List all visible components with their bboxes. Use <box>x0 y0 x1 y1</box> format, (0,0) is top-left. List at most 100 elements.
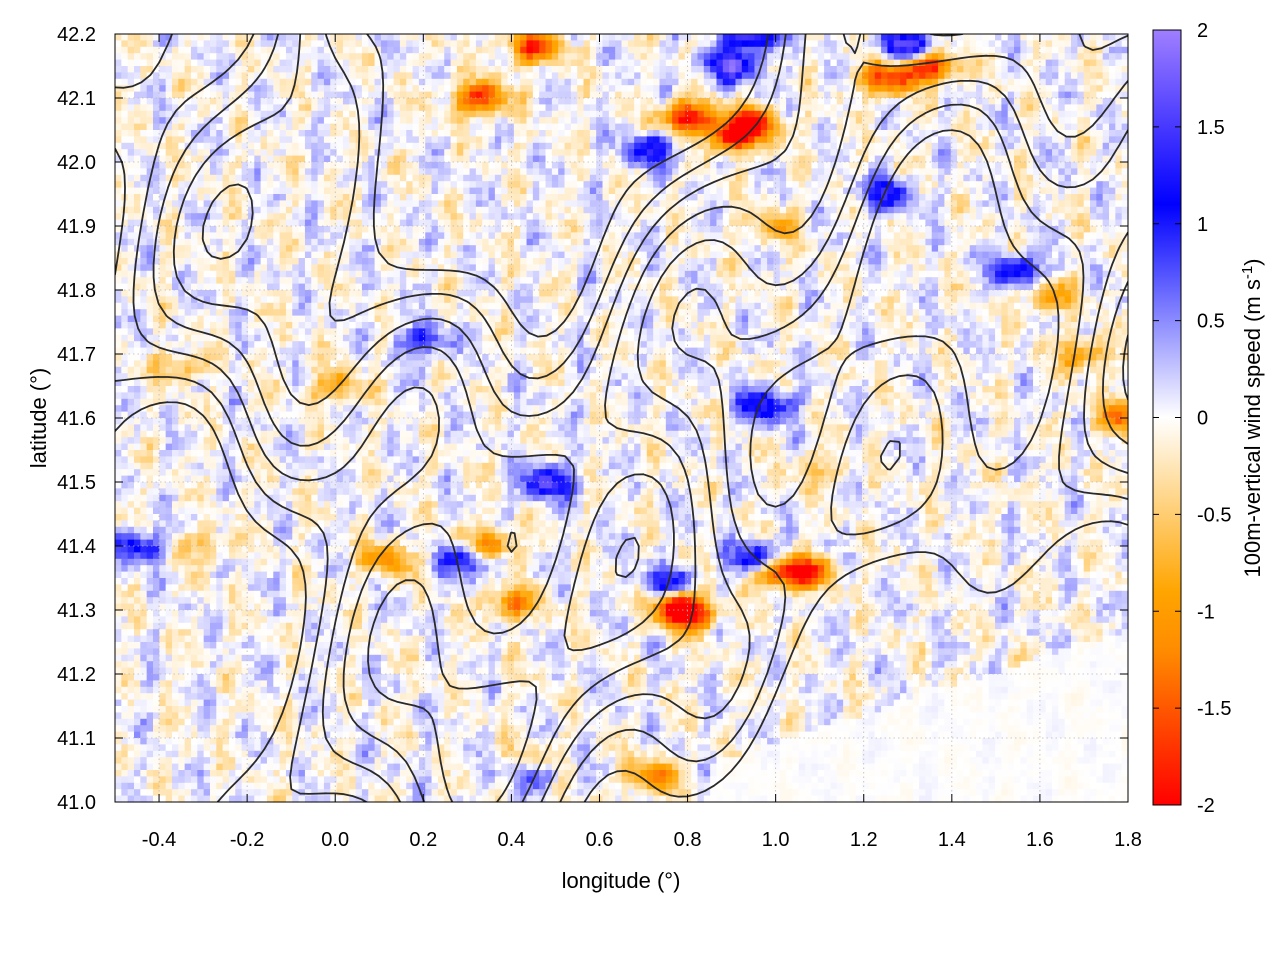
heatmap-cell <box>463 110 471 118</box>
heatmap-cell <box>900 46 907 54</box>
heatmap-cell <box>1121 98 1129 105</box>
heatmap-cell <box>279 162 287 169</box>
heatmap-cell <box>456 130 464 137</box>
heatmap-cell <box>342 168 350 176</box>
heatmap-cell <box>184 226 192 233</box>
heatmap-cell <box>298 85 306 93</box>
heatmap-cell <box>646 117 654 125</box>
heatmap-cell <box>539 155 547 163</box>
heatmap-cell <box>881 123 889 131</box>
heatmap-cell <box>564 149 572 157</box>
heatmap-cell <box>893 78 901 86</box>
heatmap-cell <box>767 78 775 86</box>
heatmap-cell <box>545 123 553 131</box>
heatmap-cell <box>551 187 559 195</box>
heatmap-cell <box>146 142 154 150</box>
heatmap-cell <box>900 34 907 41</box>
heatmap-cell <box>862 219 870 227</box>
heatmap-cell <box>976 174 983 182</box>
heatmap-cell <box>697 136 705 144</box>
heatmap-cell <box>748 40 756 48</box>
heatmap-cell <box>247 66 255 73</box>
heatmap-cell <box>203 123 211 131</box>
heatmap-cell <box>406 226 414 233</box>
heatmap-cell <box>773 142 781 150</box>
heatmap-cell <box>830 34 838 41</box>
heatmap-cell <box>266 206 274 214</box>
heatmap-cell <box>133 72 141 80</box>
heatmap-cell <box>988 110 996 118</box>
heatmap-cell <box>140 104 148 112</box>
heatmap-cell <box>608 155 616 163</box>
heatmap-cell <box>741 66 749 73</box>
heatmap-cell <box>1083 59 1091 67</box>
heatmap-cell <box>146 40 154 48</box>
heatmap-cell <box>1096 130 1104 137</box>
heatmap-cell <box>1045 181 1053 189</box>
heatmap-cell <box>665 72 673 80</box>
heatmap-cell <box>634 53 642 61</box>
heatmap-cell <box>520 187 528 195</box>
heatmap-cell <box>520 53 528 61</box>
heatmap-cell <box>1014 130 1021 137</box>
heatmap-cell <box>722 149 730 157</box>
heatmap-cell <box>678 85 686 93</box>
heatmap-cell <box>640 194 648 201</box>
heatmap-cell <box>1064 59 1072 67</box>
heatmap-cell <box>722 78 730 86</box>
heatmap-cell <box>532 123 540 131</box>
heatmap-cell <box>855 200 863 208</box>
heatmap-cell <box>760 226 768 233</box>
heatmap-cell <box>672 123 680 131</box>
heatmap-cell <box>672 149 680 157</box>
heatmap-cell <box>178 34 186 41</box>
heatmap-cell <box>570 206 578 214</box>
heatmap-cell <box>475 91 483 99</box>
heatmap-cell <box>868 181 876 189</box>
heatmap-cell <box>849 34 857 41</box>
heatmap-cell <box>735 130 743 137</box>
heatmap-cell <box>767 155 775 163</box>
heatmap-cell <box>634 91 642 99</box>
heatmap-cell <box>1071 162 1078 169</box>
heatmap-cell <box>532 104 540 112</box>
heatmap-cell <box>1090 168 1097 176</box>
heatmap-cell <box>551 142 559 150</box>
heatmap-cell <box>285 46 293 54</box>
heatmap-cell <box>786 40 794 48</box>
heatmap-cell <box>317 200 325 208</box>
heatmap-cell <box>811 155 819 163</box>
heatmap-cell <box>906 181 914 189</box>
heatmap-cell <box>596 46 604 54</box>
heatmap-cell <box>1020 174 1028 182</box>
heatmap-cell <box>665 187 673 195</box>
heatmap-cell <box>463 117 471 125</box>
heatmap-cell <box>678 149 686 157</box>
heatmap-cell <box>906 194 914 201</box>
heatmap-cell <box>779 85 787 93</box>
heatmap-cell <box>368 149 376 157</box>
heatmap-cell <box>976 219 983 227</box>
heatmap-cell <box>976 149 983 157</box>
heatmap-cell <box>855 123 863 131</box>
heatmap-cell <box>893 168 901 176</box>
heatmap-cell <box>868 155 876 163</box>
heatmap-cell <box>691 53 699 61</box>
heatmap-cell <box>463 34 471 41</box>
heatmap-cell <box>184 53 192 61</box>
heatmap-cell <box>190 72 198 80</box>
heatmap-cell <box>387 174 395 182</box>
heatmap-cell <box>488 149 496 157</box>
heatmap-cell <box>216 34 224 41</box>
heatmap-cell <box>893 142 901 150</box>
heatmap-cell <box>659 53 667 61</box>
heatmap-cell <box>1096 40 1104 48</box>
heatmap-cell <box>317 162 325 169</box>
heatmap-cell <box>285 91 293 99</box>
heatmap-cell <box>710 200 718 208</box>
heatmap-cell <box>577 162 585 169</box>
heatmap-cell <box>311 78 319 86</box>
heatmap-cell <box>957 206 964 214</box>
heatmap-cell <box>773 110 781 118</box>
heatmap-cell <box>672 136 680 144</box>
